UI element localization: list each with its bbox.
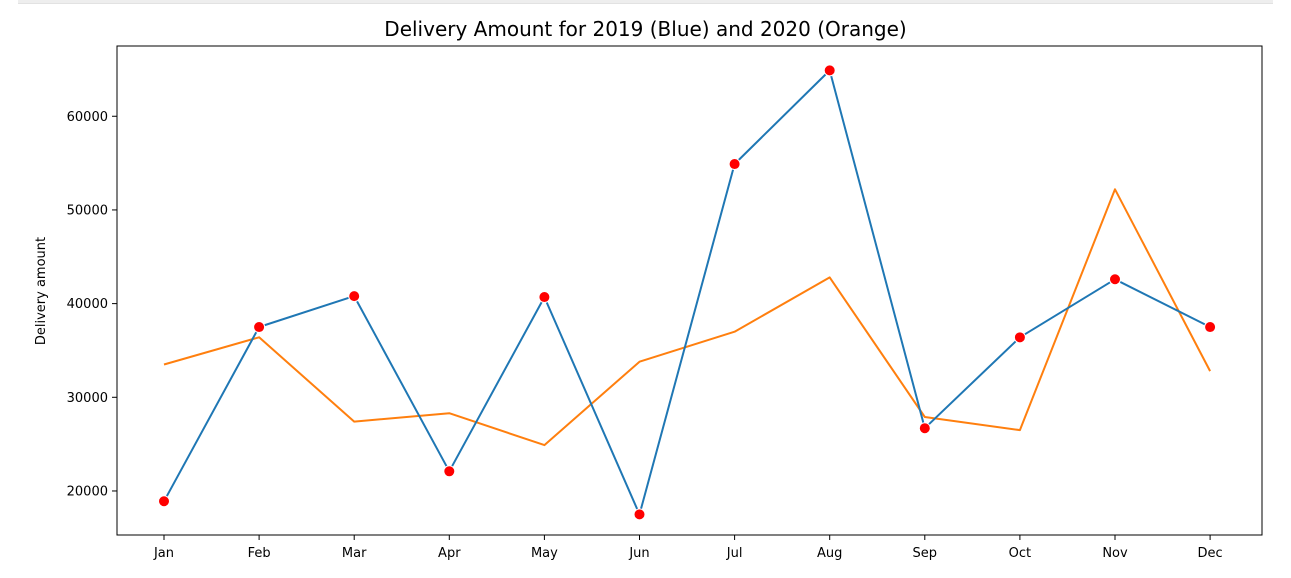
x-tick-label: Sep <box>913 546 938 561</box>
data-point-marker <box>633 508 646 521</box>
y-tick-label: 60000 <box>67 110 108 125</box>
x-tick-label: Mar <box>342 546 367 561</box>
series-line-2 <box>163 188 1211 447</box>
plot-area-frame <box>116 45 1263 536</box>
data-point-marker <box>348 290 361 303</box>
y-tick-label: 20000 <box>67 484 108 499</box>
data-point-marker <box>1013 331 1026 344</box>
data-point-marker <box>1109 273 1121 286</box>
x-tick-label: Oct <box>1009 546 1031 561</box>
y-tick-label: 40000 <box>67 297 108 312</box>
y-axis-label: Delivery amount <box>34 237 49 345</box>
y-axis-ticks: 20000 30000 40000 50000 60000 <box>67 110 117 499</box>
x-axis-ticks: Jan Feb Mar Apr May Jun Jul Aug Sep Oct Nov Dec <box>153 535 1223 561</box>
data-point-marker <box>443 465 456 478</box>
data-point-marker <box>538 291 551 304</box>
y-tick-label: 50000 <box>67 203 108 218</box>
x-tick-label: Jun <box>628 546 649 561</box>
data-point-marker <box>823 64 836 77</box>
data-point-marker <box>253 321 266 334</box>
series-line-1 <box>163 69 1211 516</box>
chart-title: Delivery Amount for 2019 (Blue) and 2020… <box>384 17 907 41</box>
data-point-marker <box>918 422 931 435</box>
x-tick-label: Feb <box>248 546 271 561</box>
x-tick-label: Apr <box>438 546 461 561</box>
x-tick-label: May <box>531 546 558 561</box>
notebook-cell-border <box>18 0 1273 4</box>
x-tick-label: Dec <box>1198 546 1223 561</box>
y-tick-label: 30000 <box>67 391 108 406</box>
data-point-marker <box>158 495 170 508</box>
x-tick-label: Jan <box>153 546 174 561</box>
series-group <box>158 64 1217 521</box>
data-point-marker <box>1204 321 1217 334</box>
x-tick-label: Nov <box>1102 546 1128 561</box>
x-tick-label: Aug <box>817 546 842 561</box>
x-tick-label: Jul <box>726 546 743 561</box>
data-point-marker <box>728 158 741 171</box>
